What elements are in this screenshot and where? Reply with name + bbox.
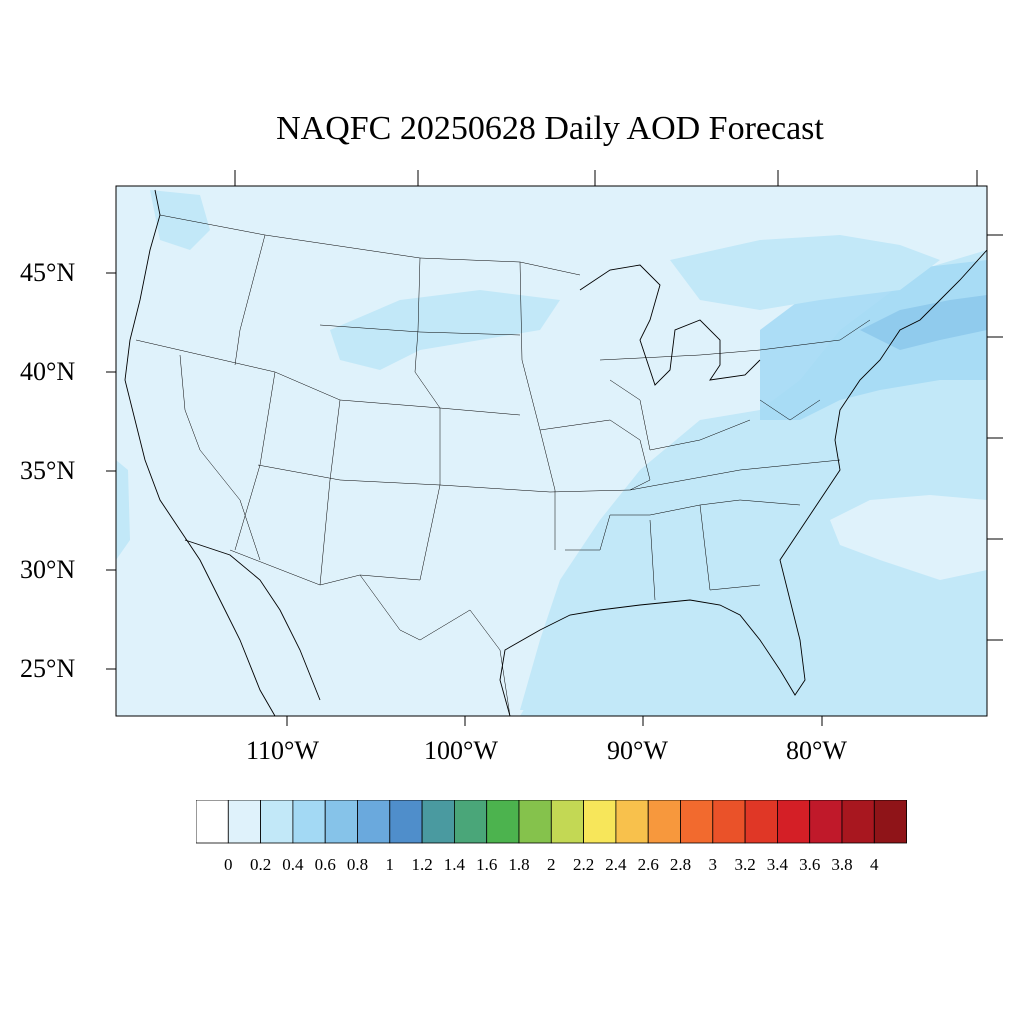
colorbar-box — [647, 800, 681, 844]
colorbar-tick-label: 1.4 — [443, 855, 466, 874]
map-title: NAQFC 20250628 Daily AOD Forecast — [276, 110, 824, 147]
aod-shading — [116, 190, 987, 716]
colorbar-box — [292, 800, 326, 844]
colorbar-box — [873, 800, 907, 844]
colorbar-tick-label: 3 — [708, 855, 718, 874]
colorbar-box — [357, 800, 391, 844]
lat-label-40: 40°N — [20, 357, 76, 386]
colorbar — [196, 800, 907, 844]
colorbar-box — [550, 800, 584, 844]
colorbar-tick-label: 0 — [224, 855, 233, 874]
colorbar-tick-label: 0.2 — [249, 855, 272, 874]
colorbar-box — [809, 800, 843, 844]
colorbar-tick-label: 2.8 — [669, 855, 692, 874]
colorbar-tick-label: 3.8 — [831, 855, 853, 874]
colorbar-tick-label: 0.6 — [314, 855, 336, 874]
colorbar-tick-label: 2.6 — [637, 855, 659, 874]
colorbar-tick-label: 0.4 — [282, 855, 304, 874]
colorbar-tick-label: 1.6 — [476, 855, 498, 874]
colorbar-box — [518, 800, 552, 844]
colorbar-tick-label: 2.4 — [605, 855, 627, 874]
colorbar-tick-label: 2.2 — [572, 855, 595, 874]
colorbar-tick-label: 4 — [870, 855, 879, 874]
map-frame — [115, 185, 988, 717]
colorbar-box — [227, 800, 261, 844]
lon-label-90w: 90°W — [607, 736, 668, 765]
colorbar-box — [615, 800, 649, 844]
lat-label-25: 25°N — [20, 654, 76, 683]
colorbar-box — [777, 800, 811, 844]
colorbar-box — [841, 800, 875, 844]
lat-label-30: 30°N — [20, 555, 76, 584]
colorbar-box — [389, 800, 423, 844]
colorbar-tick-label: 3.6 — [799, 855, 821, 874]
colorbar-tick-label: 3.2 — [734, 855, 756, 874]
colorbar-box — [260, 800, 294, 844]
axis-ticks — [106, 170, 1003, 726]
lon-label-100w: 100°W — [424, 736, 498, 765]
colorbar-tick-label: 2 — [547, 855, 556, 874]
lon-label-110w: 110°W — [246, 736, 319, 765]
lon-label-80w: 80°W — [786, 736, 847, 765]
colorbar-box — [744, 800, 778, 844]
coastlines — [124, 189, 988, 717]
colorbar-box — [486, 800, 520, 844]
colorbar-tick-label: 3.4 — [766, 855, 789, 874]
colorbar-tick-label: 0.8 — [346, 855, 369, 874]
colorbar-box — [324, 800, 358, 844]
colorbar-box — [712, 800, 746, 844]
colorbar-box — [583, 800, 617, 844]
lat-label-35: 35°N — [20, 456, 76, 485]
lat-label-45: 45°N — [20, 258, 76, 287]
colorbar-box — [196, 800, 229, 844]
colorbar-tick-label: 1.2 — [411, 855, 433, 874]
colorbar-box — [421, 800, 455, 844]
colorbar-box — [680, 800, 714, 844]
colorbar-tick-label: 1 — [385, 855, 395, 874]
state-borders — [135, 214, 871, 717]
colorbar-box — [453, 800, 488, 844]
colorbar-tick-label: 1.8 — [508, 855, 530, 874]
